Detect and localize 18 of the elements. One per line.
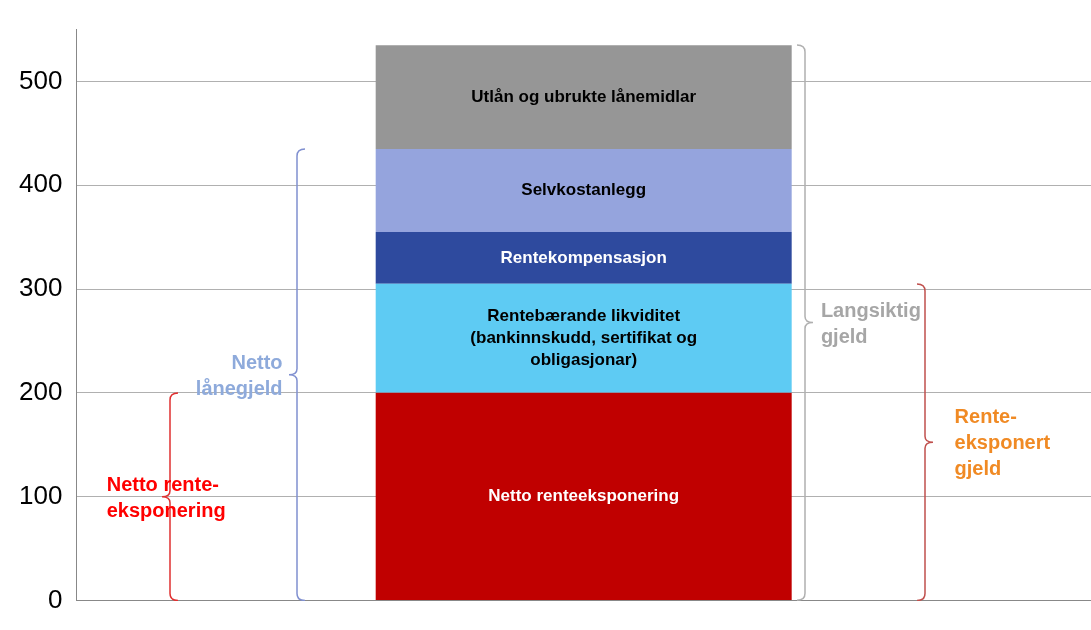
series-label: Selvkostanlegg [521, 180, 647, 200]
bar [375, 148, 792, 232]
bar [375, 392, 792, 600]
series-label: Rentekompensasjon [500, 247, 667, 267]
y-tick-label: 0 [47, 583, 63, 614]
series-label: Utlån og ubrukte lånemidlar [471, 86, 697, 106]
y-tick-label: 400 [18, 168, 63, 199]
y-tick-label: 500 [18, 64, 63, 95]
bar [375, 283, 792, 393]
series-label: Netto renteeksponering [488, 486, 680, 506]
text: Langsiktig gjeld [820, 297, 922, 349]
text: Rente-eksponert gjeld [954, 404, 1052, 482]
y-tick-label: 300 [18, 272, 63, 303]
y-tick-label: 200 [18, 376, 63, 407]
bar [375, 45, 792, 149]
series-label: Rentebærande likviditet (bankinnskudd, sertifikat og obligasjonar) [470, 306, 698, 370]
bar [375, 231, 792, 284]
y-tick-label: 100 [18, 479, 63, 510]
